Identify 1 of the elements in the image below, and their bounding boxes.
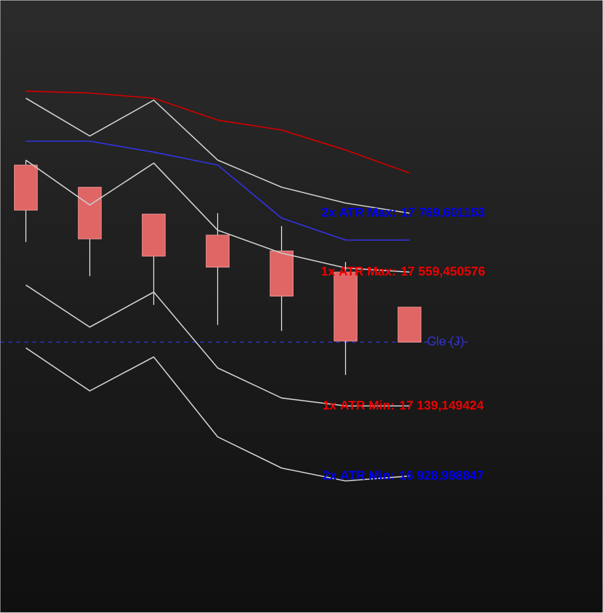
ref-line-label: Clo (J) — [428, 336, 464, 348]
